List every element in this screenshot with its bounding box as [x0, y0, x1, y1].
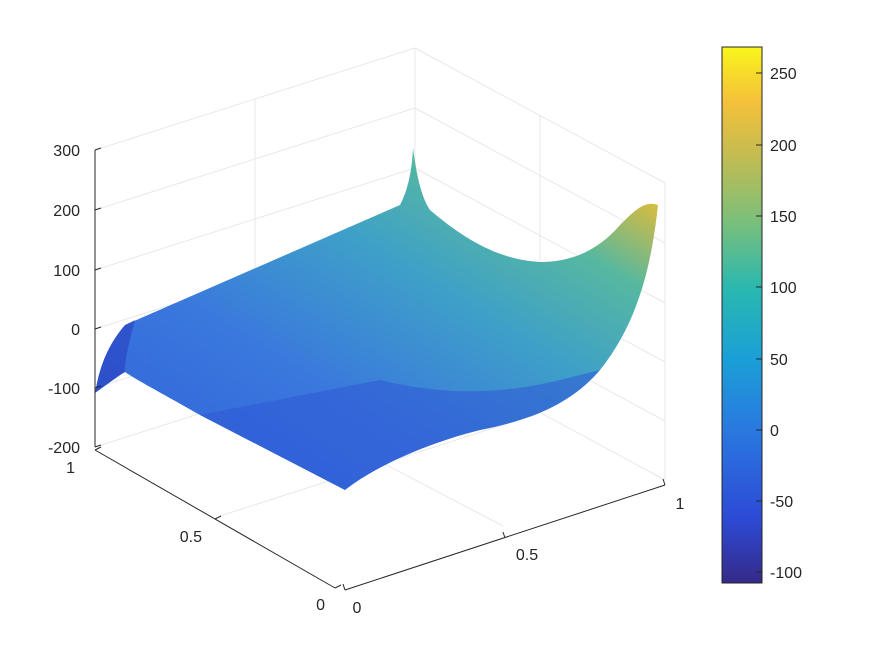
x-tick-label: 0.5 — [516, 547, 538, 564]
z-tick-label: 200 — [53, 203, 80, 220]
y-tick-label: 1 — [66, 460, 75, 477]
grid-line — [414, 47, 666, 184]
tick-mark — [94, 446, 102, 451]
colorbar-gradient — [721, 46, 763, 584]
y-tick-label: 0 — [316, 597, 325, 614]
z-tick-label: 100 — [53, 263, 80, 280]
tick-mark — [94, 444, 102, 448]
colorbar-tick-label: 250 — [770, 66, 797, 83]
y-tick-label: 0.5 — [180, 529, 202, 546]
surface-left-shade — [95, 320, 135, 393]
axes — [94, 147, 666, 591]
x-tick-labels: 0 0.5 1 — [353, 496, 685, 617]
z-tick-label: -100 — [48, 381, 80, 398]
tick-mark — [342, 583, 346, 591]
z-tick-labels: 300 200 100 0 -100 -200 — [48, 143, 80, 457]
z-tick-label: -200 — [48, 440, 80, 457]
tick-mark — [94, 267, 102, 271]
tick-mark — [334, 584, 342, 589]
colorbar-tick-labels: -100 -50 0 50 100 150 200 250 — [770, 66, 802, 582]
z-tick-label: 300 — [53, 143, 80, 160]
tick-mark — [94, 385, 102, 389]
x-tick-label: 1 — [676, 496, 685, 513]
colorbar-tick-label: 50 — [770, 352, 788, 369]
tick-mark — [94, 326, 102, 330]
colorbar-tick-label: -100 — [770, 565, 802, 582]
x-tick-label: 0 — [353, 600, 362, 617]
tick-mark — [662, 478, 666, 486]
colorbar: -100 -50 0 50 100 150 200 250 — [721, 46, 802, 584]
colorbar-tick-label: 0 — [770, 423, 779, 440]
z-tick-label: 0 — [71, 322, 80, 339]
colorbar-tick-label: -50 — [770, 494, 793, 511]
tick-mark — [502, 531, 506, 539]
tick-mark — [214, 515, 222, 520]
surface-shade — [200, 370, 600, 490]
tick-mark — [94, 147, 102, 151]
colorbar-tick-label: 150 — [770, 209, 797, 226]
tick-mark — [94, 207, 102, 211]
colorbar-tick-label: 100 — [770, 280, 797, 297]
surface — [95, 148, 658, 490]
colorbar-ticks — [756, 72, 762, 573]
colorbar-tick-label: 200 — [770, 138, 797, 155]
y-tick-labels: 1 0.5 0 — [66, 460, 325, 614]
